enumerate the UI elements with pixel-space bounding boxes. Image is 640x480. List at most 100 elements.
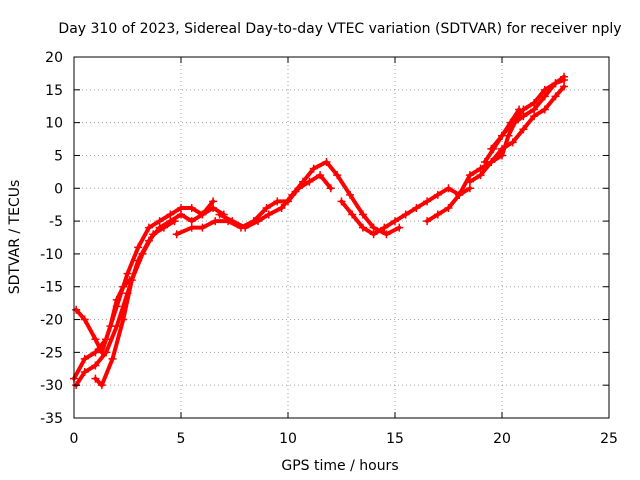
series-trace-j	[467, 84, 567, 184]
data-point-marker	[80, 368, 89, 377]
data-point-marker	[333, 171, 342, 180]
data-point-marker	[540, 85, 549, 94]
data-point-marker	[358, 210, 367, 219]
data-point-marker	[119, 315, 128, 324]
data-point-marker	[515, 105, 524, 114]
data-point-marker	[476, 171, 485, 180]
data-point-marker	[97, 381, 106, 390]
data-point-marker	[149, 230, 158, 239]
data-point-marker	[433, 190, 442, 199]
data-point-marker	[144, 223, 153, 232]
data-point-marker	[134, 243, 143, 252]
data-point-marker	[209, 203, 218, 212]
series-group	[70, 72, 569, 390]
data-point-marker	[465, 177, 474, 186]
data-point-marker	[288, 190, 297, 199]
data-point-marker	[298, 177, 307, 186]
data-point-marker	[391, 217, 399, 226]
data-point-marker	[433, 210, 442, 219]
data-point-marker	[519, 125, 528, 134]
series-trace-i	[457, 74, 567, 197]
y-tick-label: -10	[40, 247, 63, 263]
data-point-marker	[358, 223, 367, 232]
data-point-marker	[506, 118, 515, 127]
data-point-marker	[177, 210, 185, 219]
y-tick-label: -35	[40, 411, 63, 427]
y-tick-label: -20	[40, 313, 63, 329]
data-point-marker	[423, 197, 432, 206]
data-point-marker	[138, 249, 147, 258]
data-point-marker	[211, 217, 220, 226]
y-tick-label: -15	[40, 280, 63, 296]
y-tick-label: -25	[40, 345, 63, 361]
series-trace-g	[339, 186, 462, 237]
data-point-marker	[423, 217, 432, 226]
data-point-marker	[198, 210, 207, 219]
data-point-marker	[560, 75, 569, 84]
data-point-marker	[91, 361, 100, 370]
data-point-marker	[91, 374, 100, 383]
data-point-marker	[241, 223, 250, 232]
data-point-marker	[382, 230, 391, 239]
y-tick-label: 0	[54, 181, 63, 197]
data-point-marker	[106, 322, 115, 331]
data-point-marker	[444, 203, 453, 212]
data-point-marker	[498, 131, 506, 140]
x-tick-label: 20	[493, 431, 511, 447]
data-point-marker	[273, 197, 282, 206]
data-point-marker	[277, 203, 286, 212]
data-point-marker	[444, 184, 453, 193]
data-point-marker	[401, 210, 410, 219]
data-point-marker	[309, 164, 318, 173]
data-point-marker	[348, 210, 357, 219]
data-point-marker	[316, 171, 325, 180]
data-point-marker	[254, 217, 263, 226]
data-point-marker	[530, 98, 539, 107]
data-point-marker	[489, 144, 498, 153]
data-point-marker	[380, 223, 389, 232]
y-tick-label: 15	[45, 83, 63, 99]
data-point-marker	[228, 217, 237, 226]
x-tick-label: 5	[177, 431, 186, 447]
x-tick-label: 15	[386, 431, 404, 447]
series-trace-c	[74, 278, 132, 355]
data-point-marker	[172, 230, 181, 239]
data-point-marker	[97, 348, 106, 357]
axis-ticks: 0 5 10 15 20 25 -35 -30 -25 -20 -15 -10 -5 0 5 10 15 20	[40, 50, 618, 447]
data-point-marker	[551, 79, 560, 88]
data-point-marker	[198, 223, 207, 232]
data-point-marker	[112, 295, 121, 304]
data-point-marker	[412, 203, 421, 212]
data-point-marker	[540, 105, 549, 114]
y-tick-label: 20	[45, 50, 63, 66]
data-point-marker	[187, 223, 196, 232]
data-point-marker	[369, 230, 378, 239]
data-point-marker	[264, 210, 273, 219]
data-point-marker	[455, 190, 464, 199]
chart-title: Day 310 of 2023, Sidereal Day-to-day VTE…	[58, 21, 621, 37]
data-point-marker	[530, 112, 539, 121]
data-point-marker	[215, 210, 224, 219]
data-point-marker	[127, 276, 136, 285]
data-point-marker	[326, 184, 335, 193]
data-point-marker	[72, 305, 81, 314]
x-axis-label: GPS time / hours	[281, 458, 398, 474]
data-point-marker	[159, 223, 168, 232]
data-point-marker	[498, 144, 506, 153]
data-point-marker	[322, 158, 331, 167]
data-point-marker	[480, 158, 489, 167]
data-point-marker	[80, 315, 89, 324]
y-axis-label: SDTVAR / TECUs	[7, 180, 23, 295]
data-point-marker	[187, 203, 196, 212]
y-tick-label: -30	[40, 378, 63, 394]
y-tick-label: 5	[54, 148, 63, 164]
data-point-marker	[80, 354, 89, 363]
data-point-marker	[508, 138, 517, 147]
y-tick-label: -5	[49, 214, 63, 230]
x-tick-label: 10	[279, 431, 297, 447]
data-point-marker	[551, 92, 560, 101]
data-point-marker	[337, 197, 346, 206]
x-tick-label: 25	[600, 431, 618, 447]
series-trace-d	[93, 219, 177, 388]
